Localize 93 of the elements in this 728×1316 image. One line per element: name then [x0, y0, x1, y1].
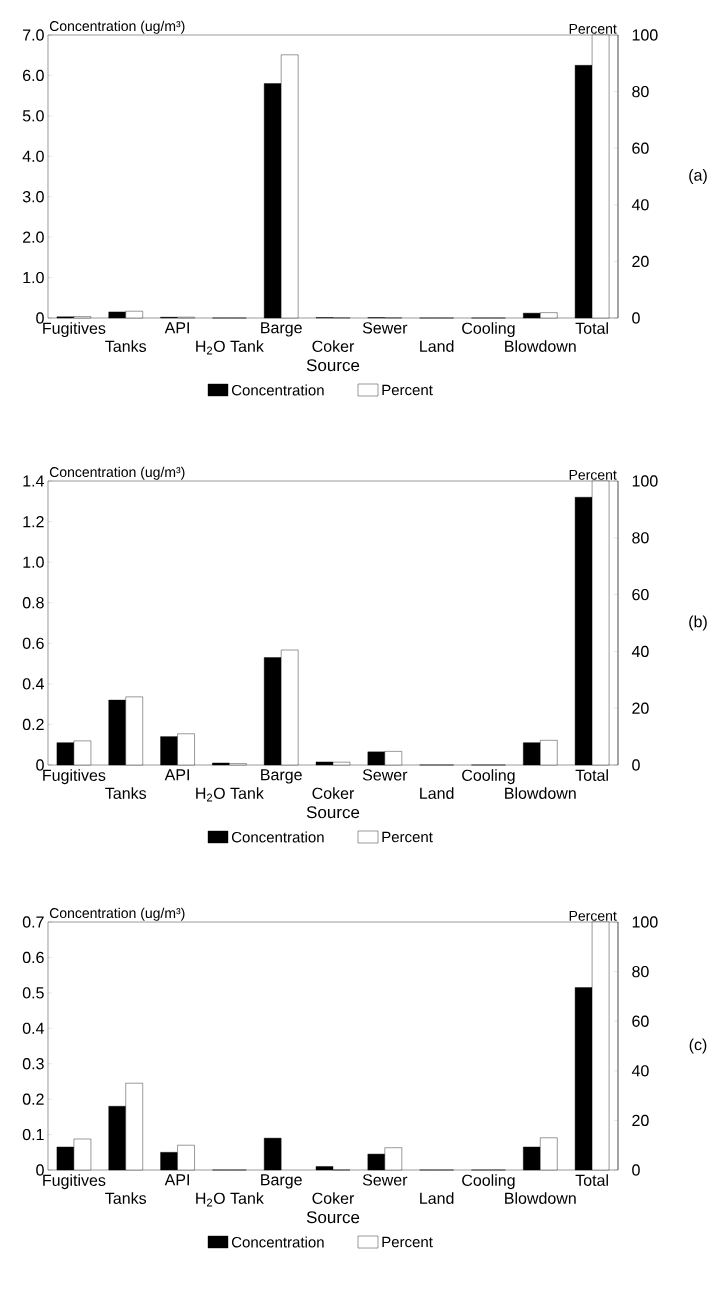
y-tick-label: 0.4 [22, 678, 44, 690]
y-tick-label: 3.0 [22, 191, 44, 203]
y2-tick-label: 100 [632, 475, 658, 487]
y2-tick-label: 60 [632, 142, 649, 154]
x-tick-label: Sewer [362, 1174, 408, 1186]
y-tick-label: 0.7 [22, 916, 44, 928]
x-tick-label: Land [420, 1192, 454, 1204]
y2-axis-title: Percent [569, 24, 617, 34]
y2-tick-label: 0 [632, 759, 640, 771]
x-tick-label: Land [420, 787, 454, 799]
x-tick-label: Fugitives [43, 322, 106, 338]
y2-tick-label: 80 [632, 965, 649, 978]
x-tick-label: Cooling [462, 1174, 515, 1190]
text: (a) [689, 169, 707, 184]
y-tick-label: 0.6 [22, 637, 44, 649]
x-tick-label: Tanks [105, 340, 147, 352]
y-tick-label: 0.5 [22, 987, 44, 999]
legend-label: Percent [382, 1236, 433, 1248]
y-tick-label: 1.0 [23, 271, 44, 284]
y2-tick-label: 20 [632, 1114, 649, 1127]
y-tick-label: 0.1 [22, 1128, 44, 1141]
y2-tick-label: 100 [632, 916, 658, 928]
y-tick-label: 2.0 [23, 231, 44, 243]
y2-tick-label: 100 [632, 29, 658, 41]
x-tick-label: Total [575, 1174, 608, 1186]
y2-tick-label: 40 [631, 645, 649, 658]
x-tick-label: API [164, 1174, 189, 1186]
y-tick-label: 0.2 [22, 718, 44, 731]
y2-axis-title: Percent [569, 470, 617, 480]
y2-tick-label: 40 [631, 199, 649, 211]
x-tick-label: Coker [312, 787, 355, 799]
x-tick-label: Sewer [362, 322, 408, 334]
x-tick-label: Barge [261, 322, 302, 337]
y-axis-title: Concentration (ug/m³) [49, 907, 185, 921]
y2-tick-label: 80 [632, 532, 649, 544]
y2-tick-label: 20 [632, 702, 649, 714]
x-tick-label: H$_{2}$O Tank [196, 787, 264, 802]
x-tick-label: Barge [261, 769, 302, 784]
x-tick-label: Fugitives [43, 1174, 106, 1190]
y-tick-label: 0.6 [22, 951, 44, 964]
y2-tick-label: 0 [632, 312, 640, 324]
x-axis-title: Source [306, 359, 360, 372]
x-tick-label: H$_{2}$O Tank [196, 1192, 264, 1207]
y-tick-label: 0.2 [22, 1093, 44, 1105]
legend-label: Percent [382, 384, 433, 396]
x-axis-title: Source [306, 806, 360, 819]
x-tick-label: Fugitives [43, 769, 106, 785]
y-tick-label: 4.0 [22, 150, 44, 162]
y2-tick-label: 40 [631, 1065, 649, 1077]
legend-label: Percent [382, 831, 433, 843]
y2-axis-title: Percent [569, 911, 617, 921]
x-tick-label: Coker [312, 1192, 355, 1204]
legend-label: Concentration [231, 384, 324, 396]
x-tick-label: Sewer [362, 769, 408, 781]
y2-tick-label: 0 [632, 1164, 640, 1176]
x-axis-title: Source [306, 1211, 360, 1224]
y-tick-label: 6.0 [23, 69, 44, 82]
text: (b) [689, 615, 707, 631]
x-tick-label: API [164, 769, 189, 781]
y-tick-label: 0 [36, 759, 44, 771]
x-tick-label: API [164, 322, 189, 334]
y-tick-label: 5.0 [22, 110, 44, 122]
x-tick-label: Blowdown [505, 1192, 576, 1204]
y-tick-label: 7.0 [23, 29, 44, 41]
y-tick-label: 0 [36, 312, 44, 324]
x-tick-label: Land [420, 340, 454, 352]
x-tick-label: Cooling [462, 322, 515, 338]
x-tick-label: Cooling [462, 769, 515, 785]
legend-label: Concentration [231, 1236, 324, 1248]
legend-label: Concentration [231, 831, 324, 843]
x-tick-label: Tanks [105, 1192, 147, 1204]
x-tick-label: Barge [261, 1174, 302, 1189]
x-tick-label: Total [575, 769, 608, 781]
x-tick-label: Total [575, 322, 608, 334]
x-tick-label: Blowdown [505, 340, 576, 352]
y-tick-label: 1.2 [23, 516, 44, 528]
y-tick-label: 0.3 [22, 1058, 44, 1070]
y-tick-label: 1.0 [23, 556, 44, 568]
y2-tick-label: 60 [632, 1015, 649, 1027]
x-tick-label: Blowdown [505, 787, 576, 799]
y-tick-label: 0 [36, 1164, 44, 1176]
y2-tick-label: 20 [632, 255, 649, 268]
x-tick-label: Coker [312, 340, 355, 352]
y-axis-title: Concentration (ug/m³) [49, 466, 185, 480]
x-tick-label: Tanks [105, 787, 147, 799]
y2-tick-label: 60 [632, 588, 649, 601]
y-axis-title: Concentration (ug/m³) [49, 20, 185, 34]
x-tick-label: H$_{2}$O Tank [196, 340, 264, 355]
y-tick-label: 0.4 [22, 1022, 44, 1034]
y-tick-label: 1.4 [23, 475, 44, 487]
y-tick-label: 0.8 [22, 597, 44, 609]
text: (c) [689, 1038, 707, 1054]
y2-tick-label: 80 [632, 85, 649, 98]
